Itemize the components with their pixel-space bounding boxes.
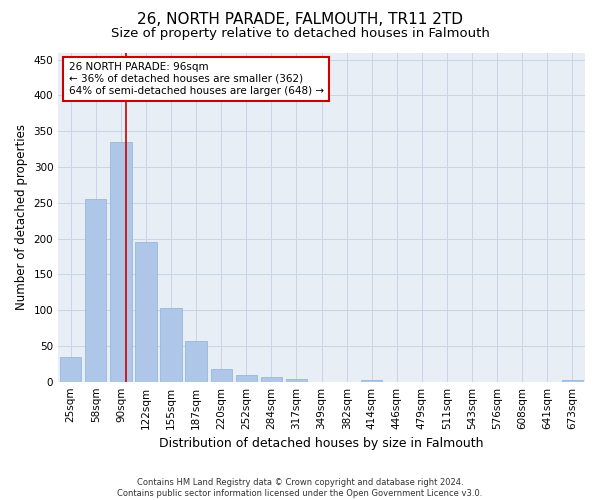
Bar — [185, 341, 207, 382]
Bar — [236, 374, 257, 382]
Bar — [85, 199, 106, 382]
Bar — [261, 376, 282, 382]
Text: 26 NORTH PARADE: 96sqm
← 36% of detached houses are smaller (362)
64% of semi-de: 26 NORTH PARADE: 96sqm ← 36% of detached… — [69, 62, 324, 96]
Text: 26, NORTH PARADE, FALMOUTH, TR11 2TD: 26, NORTH PARADE, FALMOUTH, TR11 2TD — [137, 12, 463, 28]
Bar — [160, 308, 182, 382]
Text: Size of property relative to detached houses in Falmouth: Size of property relative to detached ho… — [110, 28, 490, 40]
Bar — [110, 142, 131, 382]
Bar — [562, 380, 583, 382]
Bar — [286, 379, 307, 382]
Bar — [361, 380, 382, 382]
Bar — [211, 369, 232, 382]
Y-axis label: Number of detached properties: Number of detached properties — [15, 124, 28, 310]
Text: Contains HM Land Registry data © Crown copyright and database right 2024.
Contai: Contains HM Land Registry data © Crown c… — [118, 478, 482, 498]
Bar — [136, 242, 157, 382]
Bar — [60, 356, 82, 382]
X-axis label: Distribution of detached houses by size in Falmouth: Distribution of detached houses by size … — [160, 437, 484, 450]
